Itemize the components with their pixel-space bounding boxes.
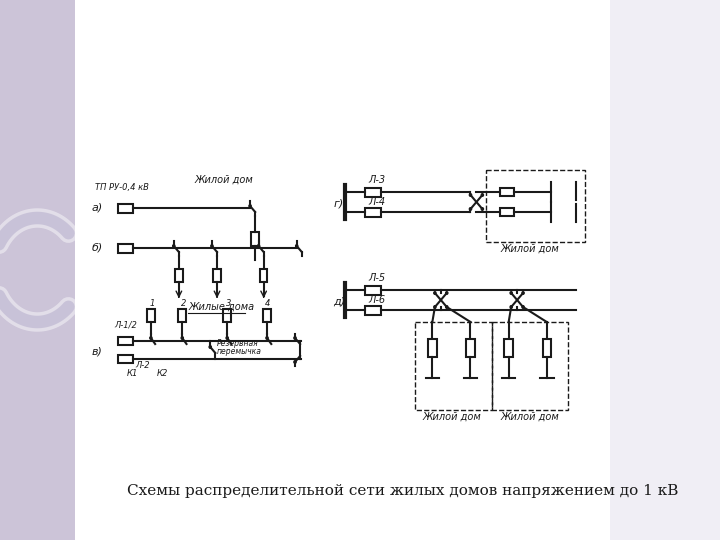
Bar [118,337,133,345]
Circle shape [469,194,472,197]
Circle shape [211,245,213,247]
Circle shape [481,208,483,210]
Circle shape [446,292,448,294]
Text: Л-1/2: Л-1/2 [114,321,138,330]
Circle shape [181,337,184,339]
Bar [147,308,155,321]
Circle shape [446,306,448,308]
Text: ТП РУ-0,4 кВ: ТП РУ-0,4 кВ [95,183,149,192]
Bar [364,306,382,314]
Circle shape [294,337,296,339]
Text: К2: К2 [157,369,168,378]
Bar [175,268,183,281]
Text: Резервная: Резервная [217,339,258,348]
Bar [260,268,267,281]
Circle shape [522,306,524,308]
Circle shape [226,337,228,339]
Text: К1: К1 [127,369,138,378]
Bar [223,308,231,321]
Text: б): б) [91,243,103,253]
Text: Жилой дом: Жилой дом [500,244,559,254]
Text: Л-2: Л-2 [135,361,150,370]
Circle shape [296,245,298,247]
Circle shape [209,346,212,348]
Text: Л-5: Л-5 [369,273,386,283]
Text: перемычка: перемычка [217,347,262,356]
Text: Жилой дом: Жилой дом [500,412,559,422]
Bar [251,232,259,246]
Bar [75,0,611,540]
Bar [0,0,75,540]
Text: Л-4: Л-4 [369,197,386,207]
Circle shape [294,361,296,363]
Text: г): г) [333,199,343,209]
Bar [118,204,133,213]
Text: Л-3: Л-3 [369,175,386,185]
Text: 3: 3 [225,299,231,308]
Bar [364,286,382,294]
Bar [543,339,551,357]
Bar [467,339,474,357]
Bar [500,188,514,196]
Bar [415,322,492,410]
Text: 2: 2 [181,299,186,308]
Bar [213,268,221,281]
Text: а): а) [91,203,103,213]
Circle shape [173,245,175,247]
Circle shape [258,245,260,247]
Circle shape [266,337,268,339]
Text: Жилой дом: Жилой дом [422,412,481,422]
Bar [428,339,436,357]
Circle shape [469,208,472,210]
Bar [179,308,186,321]
Bar [500,208,514,216]
Bar [505,339,513,357]
Text: д): д) [333,297,346,307]
Bar [364,207,382,217]
Circle shape [522,292,524,294]
Text: 1: 1 [149,299,155,308]
Circle shape [249,205,251,207]
Bar [492,322,568,410]
Text: Схемы распределительной сети жилых домов напряжением до 1 кВ: Схемы распределительной сети жилых домов… [127,484,678,498]
Text: в): в) [91,347,102,357]
Text: 4: 4 [266,299,271,308]
Text: Жилой дом: Жилой дом [195,175,253,185]
Bar [486,170,585,242]
Bar [264,308,271,321]
Bar [118,244,133,253]
Circle shape [510,292,513,294]
Circle shape [510,306,513,308]
Text: Жилые дома: Жилые дома [188,302,254,312]
Bar [364,187,382,197]
Circle shape [481,194,483,197]
Circle shape [150,337,152,339]
Text: Л-6: Л-6 [369,295,386,305]
Circle shape [433,292,436,294]
Circle shape [433,306,436,308]
Bar [118,355,133,363]
